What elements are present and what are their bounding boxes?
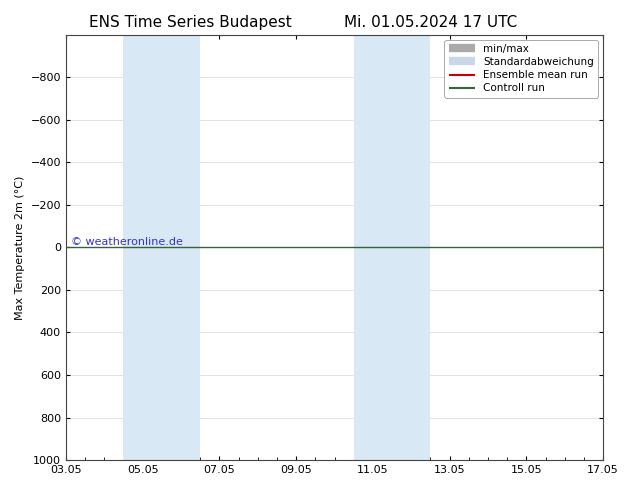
- Legend: min/max, Standardabweichung, Ensemble mean run, Controll run: min/max, Standardabweichung, Ensemble me…: [444, 40, 598, 98]
- Text: © weatheronline.de: © weatheronline.de: [71, 237, 183, 247]
- Bar: [162, 35, 200, 460]
- Bar: [354, 35, 392, 460]
- Bar: [392, 35, 430, 460]
- Text: ENS Time Series Budapest: ENS Time Series Budapest: [89, 15, 292, 30]
- Text: Mi. 01.05.2024 17 UTC: Mi. 01.05.2024 17 UTC: [344, 15, 518, 30]
- Bar: [124, 35, 162, 460]
- Y-axis label: Max Temperature 2m (°C): Max Temperature 2m (°C): [15, 175, 25, 319]
